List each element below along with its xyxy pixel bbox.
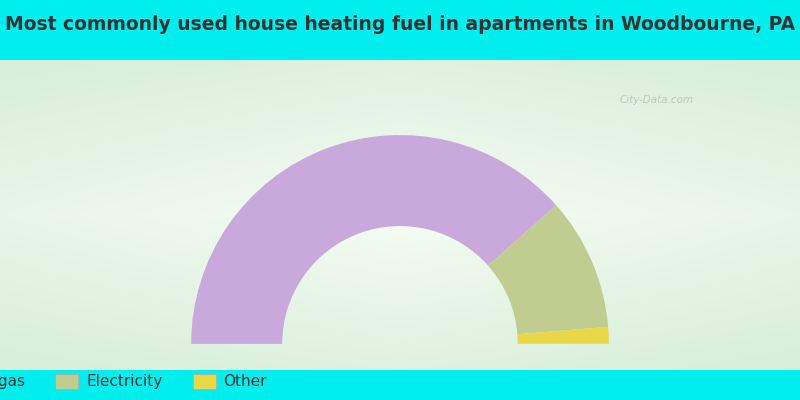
- Wedge shape: [191, 135, 556, 344]
- Wedge shape: [488, 205, 608, 334]
- Text: City-Data.com: City-Data.com: [620, 95, 694, 105]
- Legend: Utility gas, Electricity, Other: Utility gas, Electricity, Other: [0, 368, 273, 396]
- Wedge shape: [518, 327, 609, 344]
- Text: Most commonly used house heating fuel in apartments in Woodbourne, PA: Most commonly used house heating fuel in…: [5, 16, 795, 34]
